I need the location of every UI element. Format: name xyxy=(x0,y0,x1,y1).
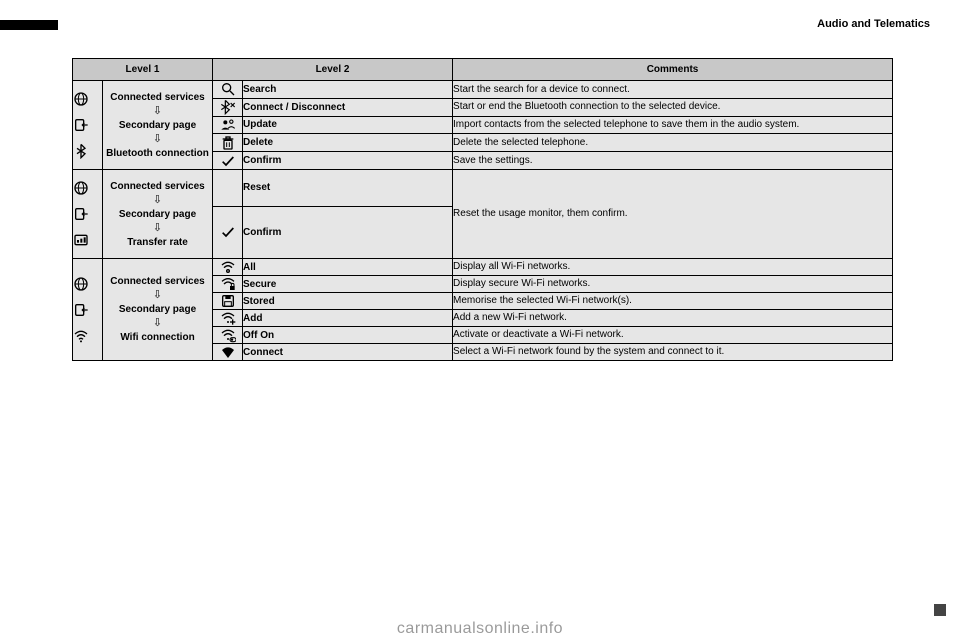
wifi-toggle-icon xyxy=(213,327,243,344)
arrow-down-icon: ⇩ xyxy=(103,223,212,234)
header-level2: Level 2 xyxy=(213,59,453,81)
nav-step: Connected services xyxy=(110,92,205,103)
blank-icon xyxy=(213,170,243,207)
level2-label: Connect xyxy=(243,344,453,361)
table-header-row: Level 1 Level 2 Comments xyxy=(73,59,893,81)
level2-label: Reset xyxy=(243,170,453,207)
import-icon xyxy=(73,206,102,222)
arrow-down-icon: ⇩ xyxy=(103,318,212,329)
level1-nav: Connected services ⇩ Secondary page ⇩ Blueto… xyxy=(103,81,213,170)
table-row: Connected services⇩Secondary page⇩Wifi c… xyxy=(73,259,893,276)
level1-nav: Connected services ⇩ Secondary page ⇩ Wifi c… xyxy=(103,259,213,361)
comment-cell: Import contacts from the selected teleph… xyxy=(453,116,893,134)
nav-step: Connected services xyxy=(110,181,205,192)
nav-step: Connected services xyxy=(110,276,205,287)
table-row: Connected services⇩Secondary page⇩Transf… xyxy=(73,170,893,207)
level2-label: Add xyxy=(243,310,453,327)
level1-icons xyxy=(73,81,103,170)
arrow-down-icon: ⇩ xyxy=(103,134,212,145)
comment-cell: Memorise the selected Wi-Fi network(s). xyxy=(453,293,893,310)
level1-icons xyxy=(73,259,103,361)
wifi-open-icon xyxy=(213,259,243,276)
comment-cell: Reset the usage monitor, them confirm. xyxy=(453,170,893,259)
arrow-down-icon: ⇩ xyxy=(103,106,212,117)
section-title: Audio and Telematics xyxy=(817,18,930,30)
import-icon xyxy=(73,117,102,133)
contacts-icon xyxy=(213,116,243,134)
trash-icon xyxy=(213,134,243,152)
search-icon xyxy=(213,81,243,99)
globe-icon xyxy=(73,91,102,107)
level2-label: Search xyxy=(243,81,453,99)
comment-cell: Start the search for a device to connect… xyxy=(453,81,893,99)
comment-cell: Delete the selected telephone. xyxy=(453,134,893,152)
comment-cell: Start or end the Bluetooth connection to… xyxy=(453,98,893,116)
check-icon xyxy=(213,152,243,170)
wifi-solid-icon xyxy=(213,344,243,361)
arrow-down-icon: ⇩ xyxy=(103,290,212,301)
meter-icon xyxy=(73,232,102,248)
watermark: carmanualsonline.info xyxy=(397,620,563,638)
comment-cell: Display secure Wi-Fi networks. xyxy=(453,276,893,293)
comment-cell: Activate or deactivate a Wi-Fi network. xyxy=(453,327,893,344)
page-corner-marker xyxy=(934,604,946,616)
level2-label: Stored xyxy=(243,293,453,310)
comment-cell: Add a new Wi-Fi network. xyxy=(453,310,893,327)
nav-step: Bluetooth connection xyxy=(106,148,209,159)
comment-cell: Save the settings. xyxy=(453,152,893,170)
nav-step: Secondary page xyxy=(119,120,196,131)
header-level1: Level 1 xyxy=(73,59,213,81)
save-icon xyxy=(213,293,243,310)
comment-cell: Select a Wi-Fi network found by the syst… xyxy=(453,344,893,361)
level2-label: Confirm xyxy=(243,152,453,170)
bt-x-icon xyxy=(213,98,243,116)
arrow-down-icon: ⇩ xyxy=(103,195,212,206)
left-black-bar xyxy=(0,20,58,30)
table-row: Connected services⇩Secondary page⇩Blueto… xyxy=(73,81,893,99)
header-comments: Comments xyxy=(453,59,893,81)
wifi-lock-icon xyxy=(213,276,243,293)
level2-label: Confirm xyxy=(243,206,453,258)
level2-label: Update xyxy=(243,116,453,134)
nav-step: Secondary page xyxy=(119,304,196,315)
comment-cell: Display all Wi-Fi networks. xyxy=(453,259,893,276)
level1-nav: Connected services ⇩ Secondary page ⇩ Transf… xyxy=(103,170,213,259)
level2-label: All xyxy=(243,259,453,276)
bluetooth-icon xyxy=(73,143,102,159)
nav-step: Wifi connection xyxy=(120,332,194,343)
level2-label: Connect / Disconnect xyxy=(243,98,453,116)
globe-icon xyxy=(73,276,102,292)
check-icon xyxy=(213,206,243,258)
level1-icons xyxy=(73,170,103,259)
nav-step: Secondary page xyxy=(119,209,196,220)
level2-label: Off On xyxy=(243,327,453,344)
import-icon xyxy=(73,302,102,318)
level2-label: Secure xyxy=(243,276,453,293)
globe-icon xyxy=(73,180,102,196)
wifi-plus-icon xyxy=(213,310,243,327)
level2-label: Delete xyxy=(243,134,453,152)
wifi-icon xyxy=(73,328,102,344)
menu-table: Level 1 Level 2 Comments Connected servi… xyxy=(72,58,893,361)
nav-step: Transfer rate xyxy=(127,237,188,248)
